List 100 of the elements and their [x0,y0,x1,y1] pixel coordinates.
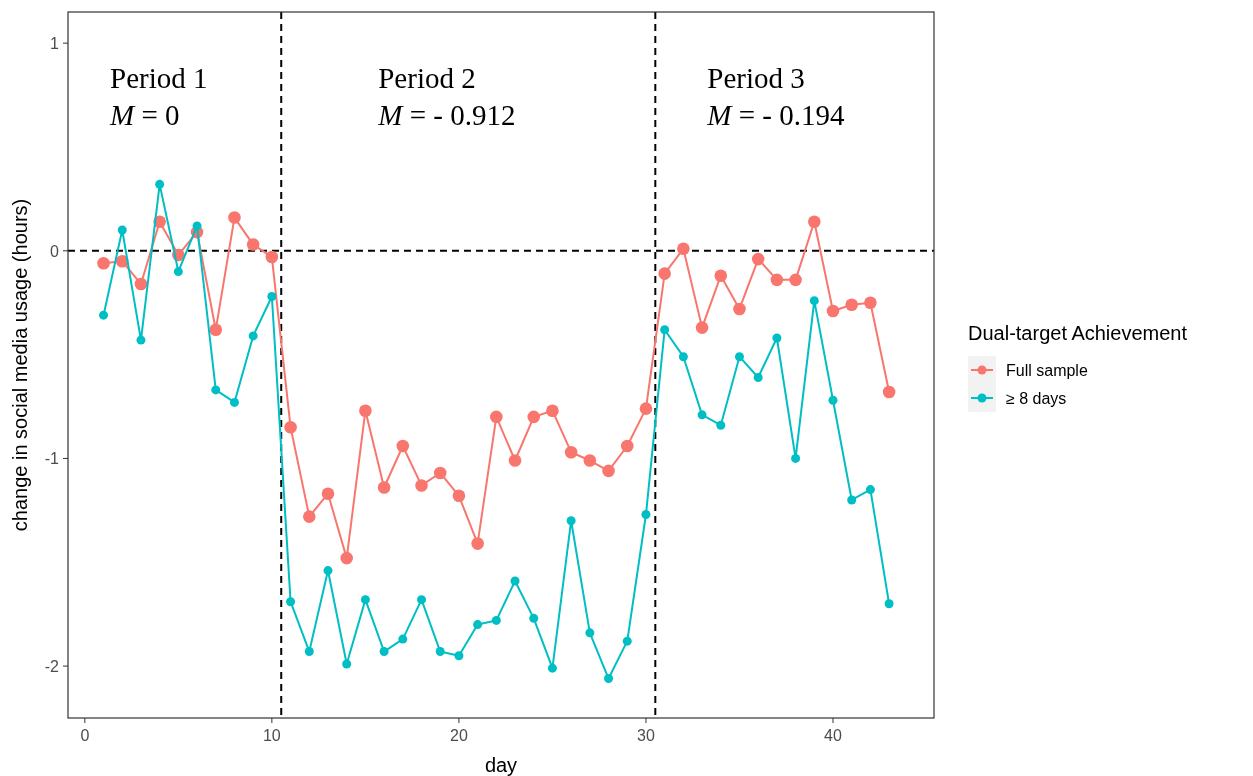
point [323,566,333,576]
y-tick-label: -2 [44,658,60,676]
point [753,372,763,382]
point [454,651,464,661]
point [229,397,239,407]
point [508,454,522,467]
annotation: Period 2 [378,62,476,94]
annotation: M = 0 [109,99,180,131]
point [340,551,353,565]
point [583,454,597,467]
point [97,256,110,270]
point [173,267,183,277]
point [547,663,557,673]
point [209,323,223,336]
point [417,595,427,605]
point [117,225,127,235]
point [473,620,483,630]
point [510,576,520,586]
point [566,516,576,526]
point [286,597,296,607]
legend-label: Full sample [1006,362,1088,379]
point [99,310,109,320]
point [321,487,335,501]
point [192,221,202,231]
point [396,439,410,453]
point [770,273,784,287]
point [695,321,709,334]
point [415,479,428,492]
point [751,252,765,266]
legend-label: ≥ 8 days [1006,390,1067,407]
point [211,385,221,395]
point [284,420,297,434]
y-tick-label: 0 [50,242,60,260]
legend-title: Dual-target Achievement [968,322,1188,344]
point [529,613,539,623]
point [847,495,857,505]
point [359,404,372,417]
point [452,489,466,503]
point [136,335,146,345]
point [379,647,389,657]
point [546,404,559,417]
annotation: Period 3 [707,62,805,94]
point [733,302,746,316]
point [377,481,391,494]
point [360,595,370,605]
annotation: Period 1 [110,62,208,94]
point [716,420,726,430]
point [248,331,258,341]
point [789,273,802,287]
point [677,242,690,256]
point [809,296,819,306]
point [620,439,634,453]
point [342,659,352,669]
y-tick-label: 1 [50,35,60,53]
point [471,537,484,550]
point [639,402,653,415]
point [602,464,615,478]
point [490,410,503,424]
x-tick-label: 30 [637,727,655,744]
point [865,485,875,495]
point [864,296,877,310]
point [772,333,782,343]
point [564,445,578,459]
point [828,395,838,405]
point [228,211,241,224]
point [734,352,744,362]
y-axis-title: change in social media usage (hours) [9,198,31,532]
point [882,385,896,399]
point [304,647,314,657]
point [265,250,279,264]
point [435,647,445,657]
point [714,269,728,283]
x-tick-label: 10 [262,727,281,744]
point [585,628,595,638]
point [678,352,688,362]
point [527,410,541,424]
x-tick-label: 0 [80,727,90,744]
point [826,304,840,318]
annotation: M = - 0.194 [706,99,845,131]
point [697,410,707,420]
x-tick-label: 20 [450,727,468,744]
point [604,674,614,684]
point [491,615,501,625]
point [134,277,148,291]
point [845,298,858,312]
point [641,510,651,520]
x-axis-title: day [484,754,518,776]
point [398,634,408,644]
point [267,291,277,301]
point [433,466,447,480]
point [622,636,632,646]
point [791,453,801,463]
point [302,510,316,523]
point [155,179,165,189]
point [658,267,671,280]
point [884,599,894,609]
point [246,238,260,251]
point [807,215,821,229]
x-tick-label: 40 [824,727,842,744]
annotation: M = - 0.912 [377,99,516,131]
